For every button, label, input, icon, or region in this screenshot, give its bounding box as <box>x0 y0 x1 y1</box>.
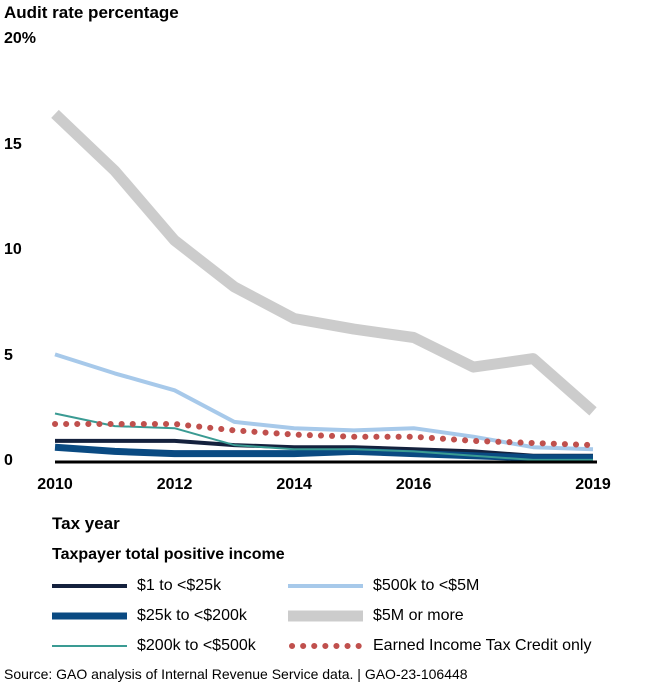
legend-swatch <box>52 645 127 647</box>
x-tick-label: 2014 <box>276 476 312 493</box>
x-tick-label: 2019 <box>575 476 611 493</box>
y-tick-label: 15 <box>4 135 22 153</box>
legend-item: Earned Income Tax Credit only <box>288 636 591 656</box>
legend-swatch <box>52 584 127 588</box>
legend-label: $500k to <$5M <box>373 577 480 594</box>
legend-item: $25k to <$200k <box>52 606 247 626</box>
x-tick-label: 2010 <box>37 476 73 493</box>
legend-label: $200k to <$500k <box>137 637 256 654</box>
y-tick-label: 10 <box>4 241 22 258</box>
legend-label: Earned Income Tax Credit only <box>373 637 592 654</box>
series-line-3 <box>54 352 594 452</box>
source-note: Source: GAO analysis of Internal Revenue… <box>4 666 468 682</box>
legend-swatch <box>288 584 363 588</box>
y-axis-title: Audit rate percentage <box>4 3 179 22</box>
series-line-1 <box>54 443 593 462</box>
legend-title: Taxpayer total positive income <box>52 546 285 563</box>
legend-item: $5M or more <box>288 606 464 626</box>
y-tick-label: 0 <box>4 452 13 469</box>
series-line-4 <box>51 109 597 416</box>
x-tick-label: 2016 <box>395 476 432 493</box>
legend-swatch <box>52 612 127 620</box>
x-axis-title: Tax year <box>52 514 120 533</box>
series-line-5 <box>52 421 596 449</box>
legend-item: $200k to <$500k <box>52 636 256 656</box>
legend-item: $500k to <$5M <box>288 576 479 596</box>
x-tick-label: 2012 <box>156 476 193 493</box>
legend-label: $1 to <$25k <box>137 577 222 594</box>
legend-item: $1 to <$25k <box>52 576 221 596</box>
legend-swatch <box>288 610 363 622</box>
legend-label: $25k to <$200k <box>137 607 247 624</box>
legend-swatch <box>289 643 363 649</box>
series-layer <box>51 109 597 462</box>
legend-label: $5M or more <box>373 607 464 624</box>
y-tick-label: 20% <box>4 30 37 47</box>
y-tick-label: 5 <box>4 346 13 364</box>
series-line-2 <box>54 412 593 461</box>
